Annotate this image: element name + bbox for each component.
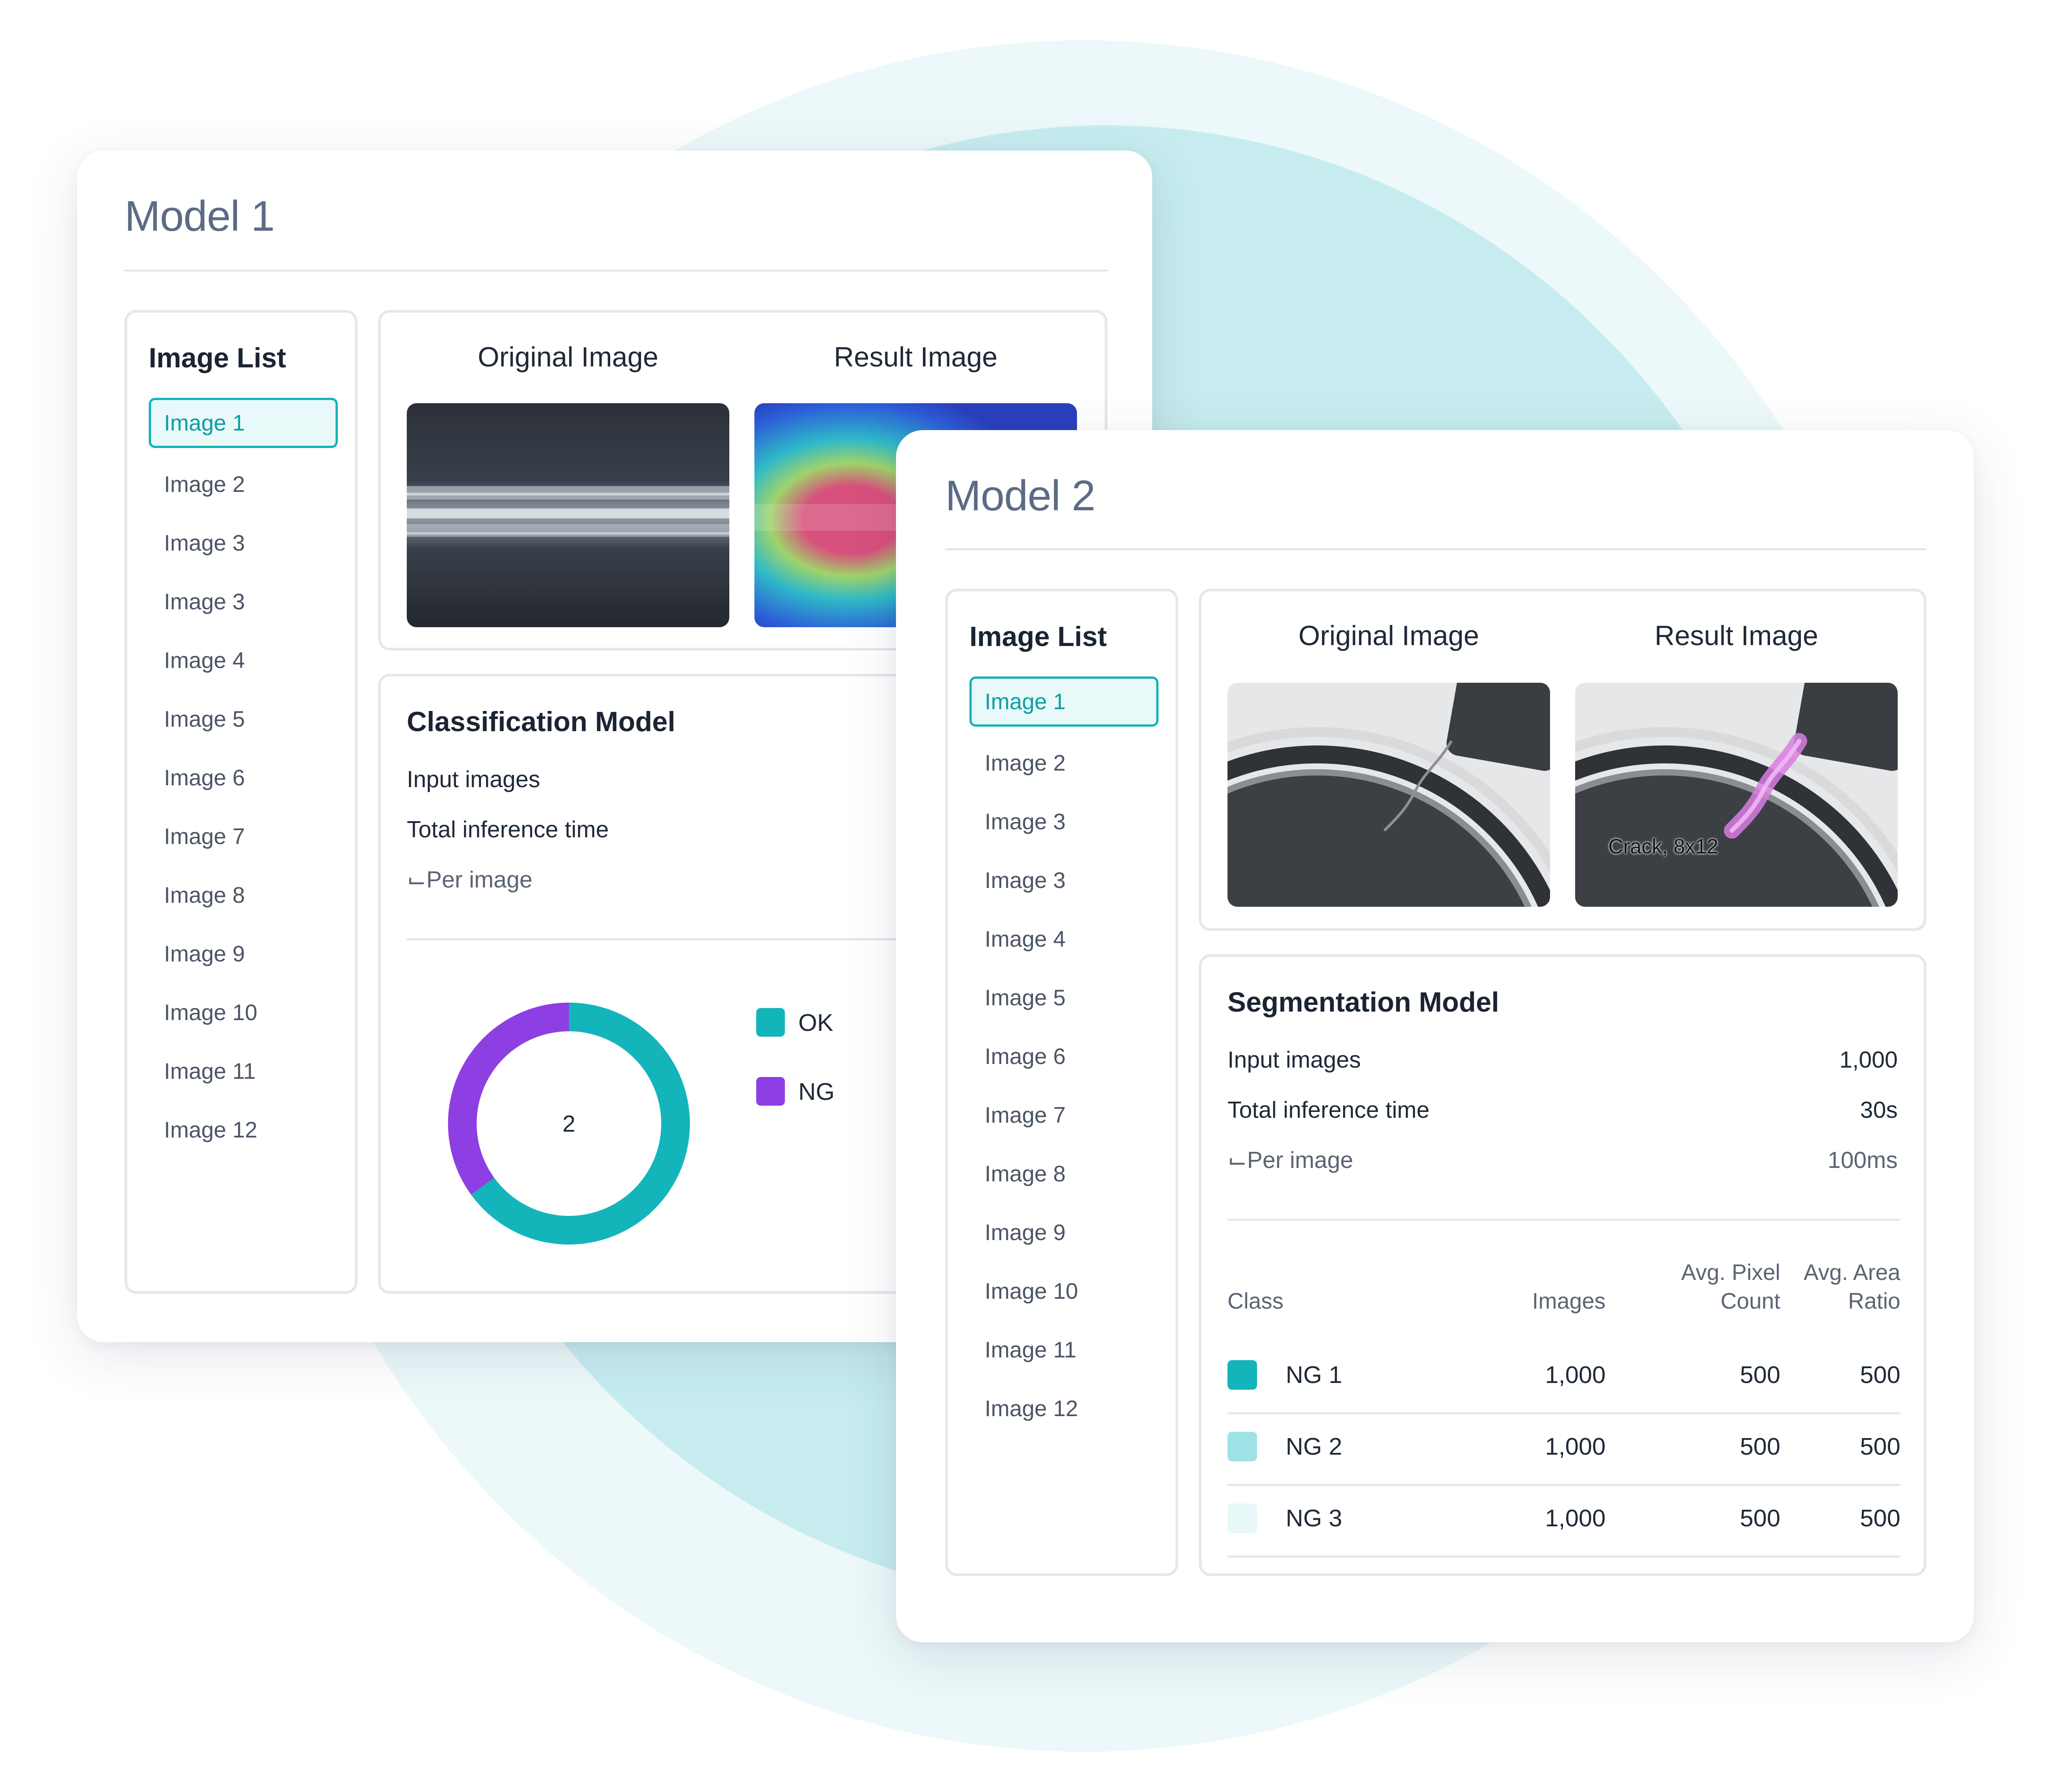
segmentation-panel: Segmentation Model Input images 1,000 To… [1199, 954, 1926, 1576]
page-title: Model 2 [945, 472, 1096, 520]
avg-area-line1: Avg. Area [1804, 1260, 1900, 1285]
image-list-item[interactable]: Image 4 [164, 648, 245, 673]
legend-ok-label: OK [798, 1009, 834, 1036]
table-row: NG 2 1,000 500 500 [1227, 1432, 1900, 1503]
image-list: Image 1 Image 2 Image 3 Image 3 Image 4 … [149, 398, 338, 1164]
legend-ng-label: NG [798, 1078, 835, 1105]
images-value: 1,000 [1545, 1433, 1606, 1460]
input-images-label: Input images [1227, 1047, 1361, 1073]
class-name: NG 1 [1286, 1361, 1343, 1388]
class-color-swatch [1227, 1432, 1257, 1461]
image-list-item[interactable]: Image 2 [164, 472, 245, 497]
image-list-item[interactable]: Image 10 [985, 1279, 1078, 1304]
input-images-label: Input images [407, 767, 540, 793]
total-time-label: Total inference time [407, 817, 609, 843]
image-list-item[interactable]: Image 2 [985, 750, 1066, 775]
image-list-item[interactable]: Image 12 [164, 1117, 258, 1142]
result-image[interactable]: Crack, 8x12 [1575, 683, 1898, 907]
original-image[interactable] [407, 403, 729, 627]
table-header-avg-area: Avg. Area Ratio [1775, 1258, 1900, 1315]
table-header-class: Class [1227, 1288, 1284, 1314]
image-list-item[interactable]: Image 6 [164, 765, 245, 790]
page-title: Model 1 [125, 192, 275, 240]
image-list-item[interactable]: Image 3 [164, 589, 245, 614]
avg-pixel-line2: Count [1720, 1288, 1780, 1314]
input-images-value: 1,000 [1839, 1047, 1898, 1073]
image-list-item[interactable]: Image 9 [985, 1220, 1066, 1245]
image-list-item[interactable]: Image 4 [985, 926, 1066, 952]
avg-area-line2: Ratio [1848, 1288, 1900, 1314]
class-name: NG 2 [1286, 1433, 1343, 1460]
images-panel: Original Image Result Image [1199, 589, 1926, 931]
class-color-swatch [1227, 1360, 1257, 1390]
donut-slice-ng [448, 1003, 569, 1195]
per-image-label: ⌙Per image [1227, 1147, 1353, 1173]
image-list-item[interactable]: Image 1 [969, 676, 1159, 727]
title-divider [125, 270, 1107, 271]
image-list-title: Image List [149, 343, 286, 374]
divider [407, 938, 1084, 940]
result-image-label: Result Image [1654, 620, 1818, 651]
image-list-item[interactable]: Image 1 [149, 398, 338, 448]
image-list-item[interactable]: Image 8 [164, 883, 245, 908]
image-list-item[interactable]: Image 5 [164, 706, 245, 732]
image-list-item[interactable]: Image 11 [164, 1059, 256, 1084]
class-color-swatch [1227, 1503, 1257, 1533]
avg-pixel-value: 500 [1740, 1505, 1780, 1532]
class-name: NG 3 [1286, 1505, 1343, 1532]
row-divider [1227, 1484, 1900, 1486]
image-list: Image 1 Image 2 Image 3 Image 3 Image 4 … [969, 676, 1159, 1443]
divider [1227, 1219, 1900, 1221]
legend-ok-swatch [756, 1008, 785, 1037]
image-list-item[interactable]: Image 3 [164, 530, 245, 556]
image-list-item[interactable]: Image 7 [164, 824, 245, 849]
result-image-label: Result Image [834, 342, 998, 373]
total-time-label: Total inference time [1227, 1097, 1430, 1123]
image-list-item[interactable]: Image 3 [985, 809, 1066, 834]
donut-chart: 2 [448, 1003, 690, 1245]
image-list-item[interactable]: Image 12 [985, 1396, 1078, 1421]
model-type-title: Classification Model [407, 706, 676, 737]
donut-center-label: 2 [563, 1111, 576, 1137]
images-value: 1,000 [1545, 1505, 1606, 1532]
image-list-item[interactable]: Image 6 [985, 1044, 1066, 1069]
image-list-item[interactable]: Image 10 [164, 1000, 258, 1025]
title-divider [945, 548, 1926, 550]
model-type-title: Segmentation Model [1227, 987, 1499, 1018]
image-list-item[interactable]: Image 3 [985, 868, 1066, 893]
per-image-label: ⌙Per image [407, 867, 533, 893]
model2-card: Model 2 Image List Image 1 Image 2 Image… [896, 430, 1974, 1642]
image-list-item[interactable]: Image 8 [985, 1161, 1066, 1186]
image-list-panel: Image List Image 1 Image 2 Image 3 Image… [945, 589, 1178, 1576]
avg-pixel-value: 500 [1740, 1361, 1780, 1388]
table-row: NG 3 1,000 500 500 [1227, 1503, 1900, 1575]
table-header-avg-pixel: Avg. Pixel Count [1649, 1258, 1780, 1315]
legend-ng-swatch [756, 1077, 785, 1106]
total-time-value: 30s [1860, 1097, 1898, 1123]
image-list-item[interactable]: Image 5 [985, 985, 1066, 1010]
defect-label: Crack, 8x12 [1608, 835, 1718, 858]
avg-area-value: 500 [1860, 1505, 1900, 1532]
row-divider [1227, 1555, 1900, 1558]
image-list-item[interactable]: Image 11 [985, 1337, 1077, 1362]
original-image-label: Original Image [478, 342, 659, 373]
row-divider [1227, 1412, 1900, 1414]
image-list-item[interactable]: Image 7 [985, 1103, 1066, 1128]
image-list-panel: Image List Image 1 Image 2 Image 3 Image… [125, 310, 357, 1294]
avg-pixel-line1: Avg. Pixel [1681, 1260, 1780, 1285]
images-value: 1,000 [1545, 1361, 1606, 1388]
table-header-images: Images [1532, 1288, 1606, 1314]
original-image[interactable] [1227, 683, 1550, 907]
avg-area-value: 500 [1860, 1433, 1900, 1460]
table-row: NG 1 1,000 500 500 [1227, 1360, 1900, 1432]
original-image-label: Original Image [1298, 620, 1479, 651]
per-image-value: 100ms [1827, 1147, 1898, 1173]
avg-pixel-value: 500 [1740, 1433, 1780, 1460]
image-list-item[interactable]: Image 9 [164, 941, 245, 966]
avg-area-value: 500 [1860, 1361, 1900, 1388]
image-list-title: Image List [969, 621, 1107, 652]
